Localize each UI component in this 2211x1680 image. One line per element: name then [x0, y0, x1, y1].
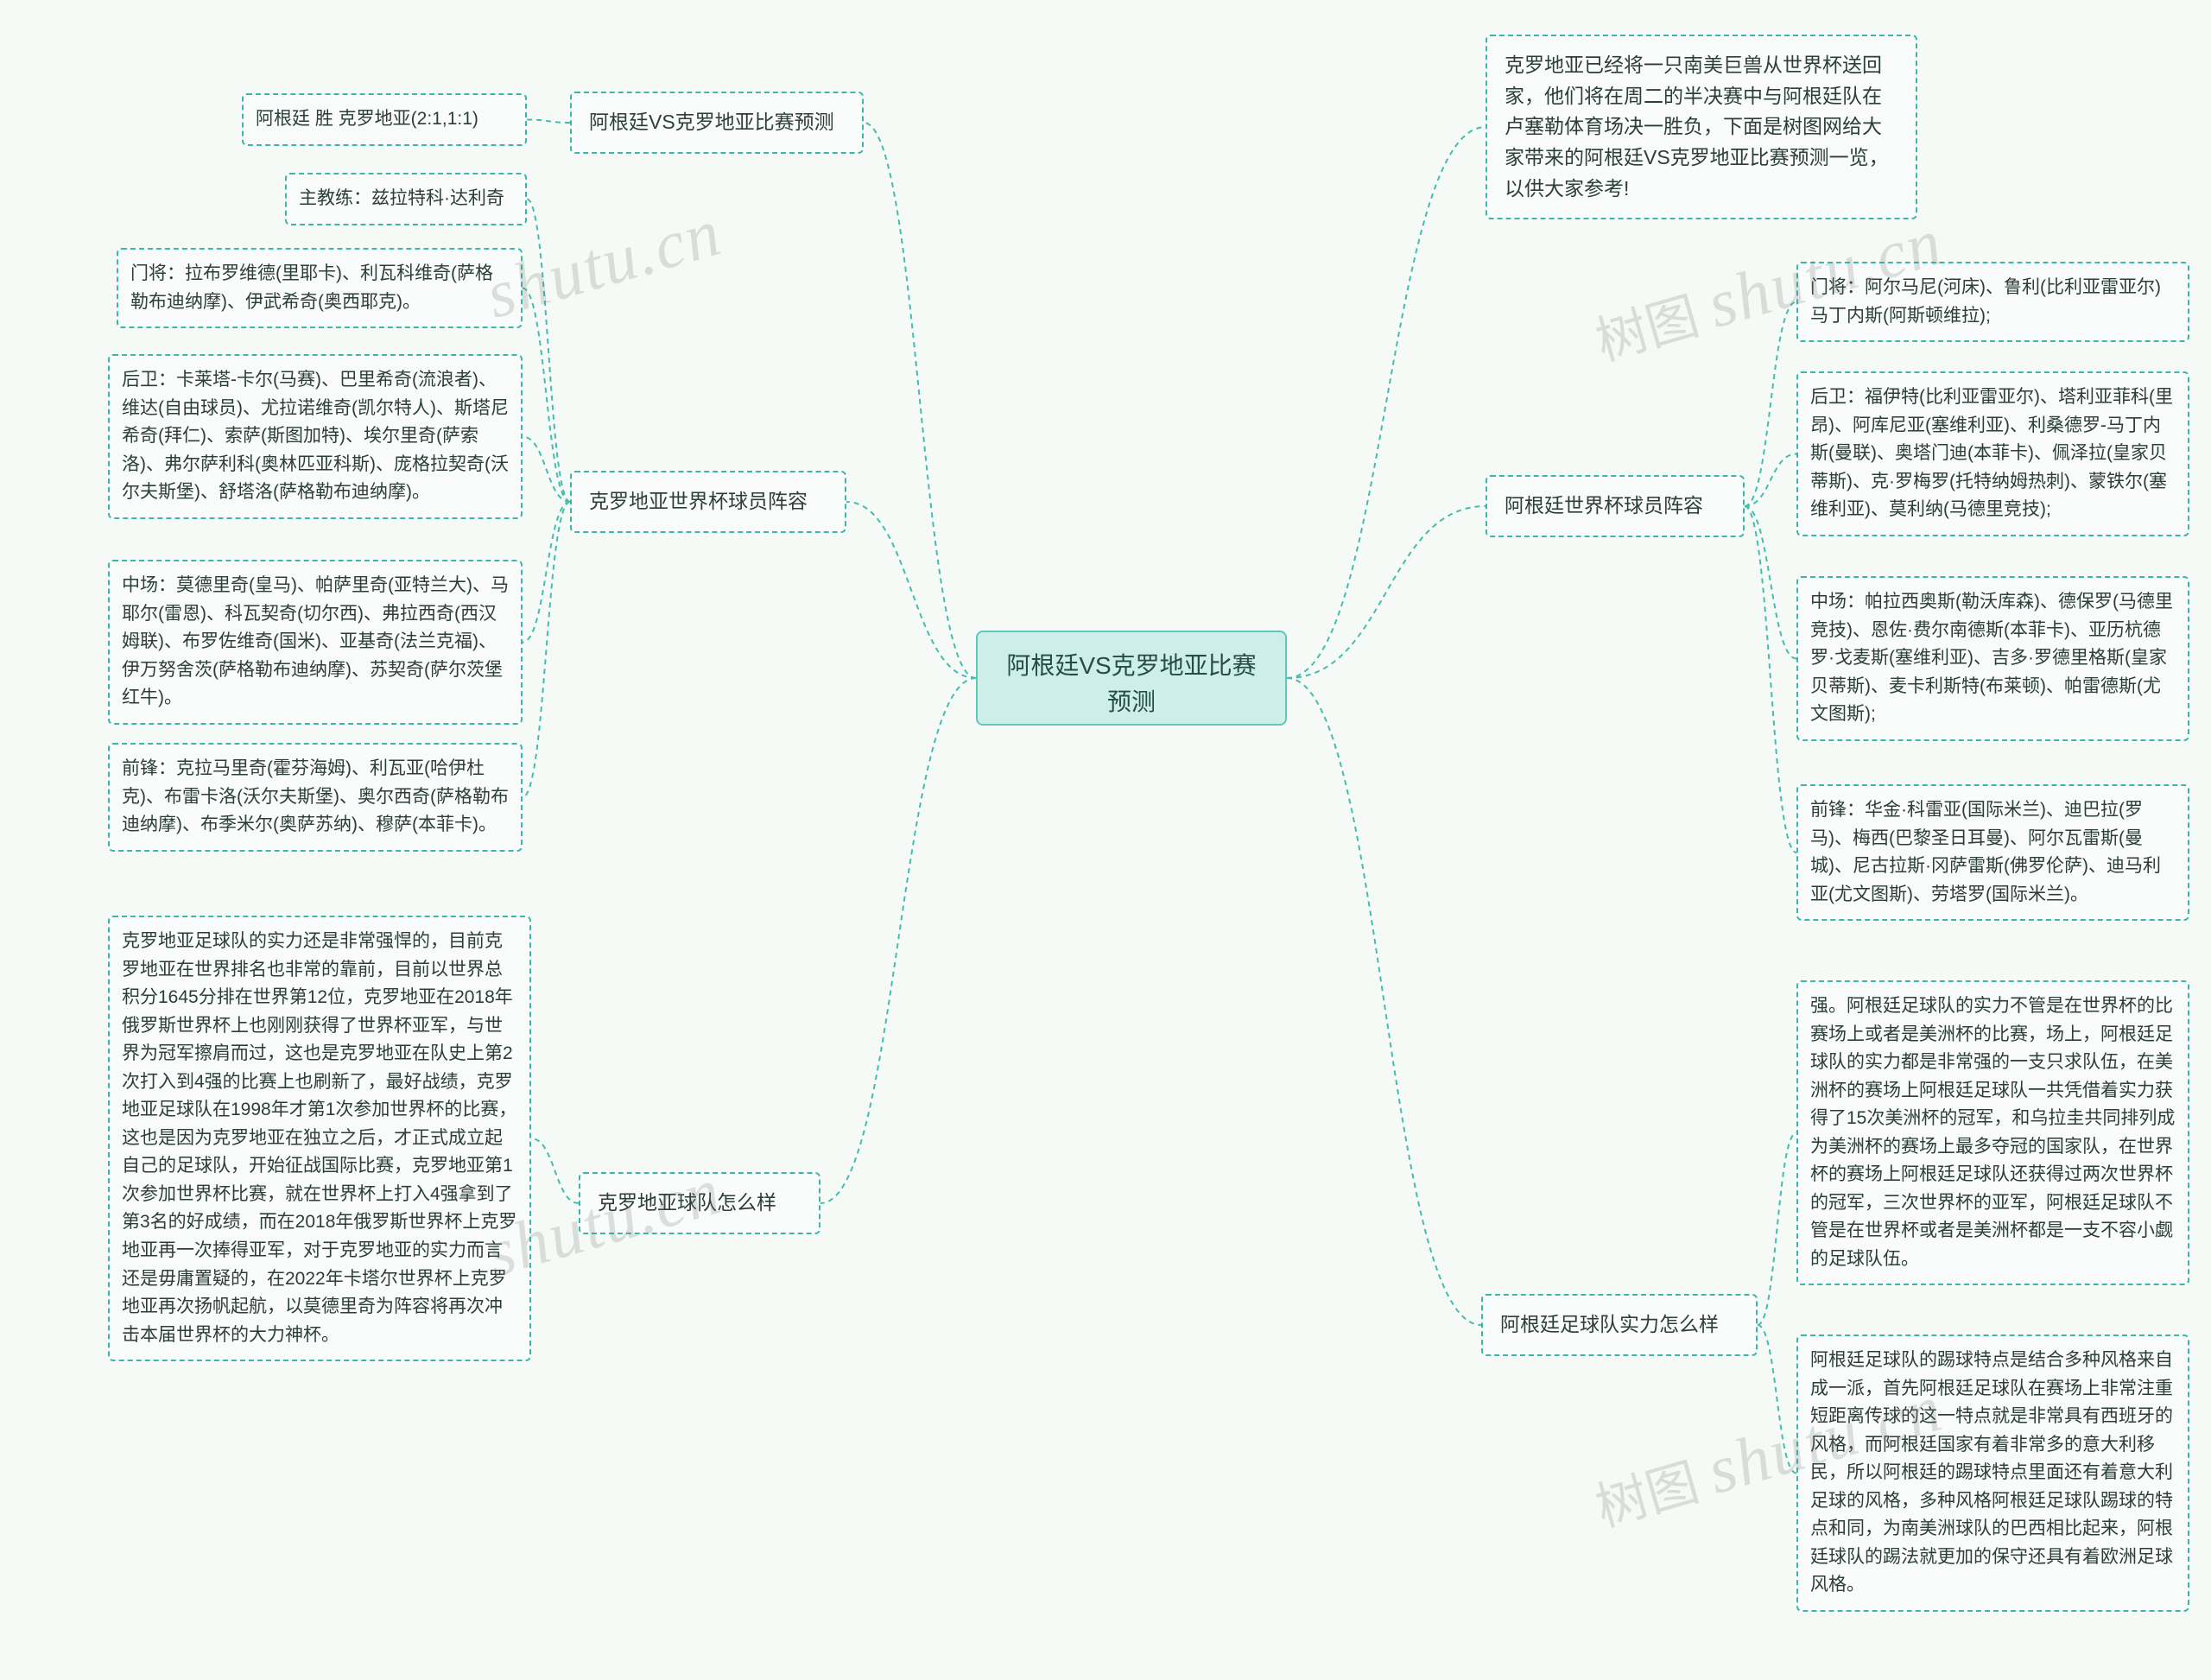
leaf-arg-str1: 强。阿根廷足球队的实力不管是在世界杯的比赛场上或者是美洲杯的比赛，场上，阿根廷足…: [1796, 980, 2189, 1285]
branch-cro-squad: 克罗地亚世界杯球员阵容: [570, 471, 846, 533]
leaf-arg-fw: 前锋：华金·科雷亚(国际米兰)、迪巴拉(罗马)、梅西(巴黎圣日耳曼)、阿尔瓦雷斯…: [1796, 784, 2189, 921]
branch-arg-squad: 阿根廷世界杯球员阵容: [1486, 475, 1745, 537]
leaf-cro-coach: 主教练：兹拉特科·达利奇: [285, 173, 527, 225]
branch-cro-strength-label: 克罗地亚球队怎么样: [598, 1191, 776, 1214]
branch-intro: 克罗地亚已经将一只南美巨兽从世界杯送回家，他们将在周二的半决赛中与阿根廷队在卢塞…: [1486, 35, 1917, 219]
leaf-arg-str1-label: 强。阿根廷足球队的实力不管是在世界杯的比赛场上或者是美洲杯的比赛，场上，阿根廷足…: [1810, 996, 2175, 1269]
leaf-arg-fw-label: 前锋：华金·科雷亚(国际米兰)、迪巴拉(罗马)、梅西(巴黎圣日耳曼)、阿尔瓦雷斯…: [1810, 800, 2161, 904]
branch-prediction-label: 阿根廷VS克罗地亚比赛预测: [589, 111, 834, 133]
leaf-pred-score: 阿根廷 胜 克罗地亚(2:1,1:1): [242, 93, 527, 146]
branch-intro-label: 克罗地亚已经将一只南美巨兽从世界杯送回家，他们将在周二的半决赛中与阿根廷队在卢塞…: [1505, 54, 1889, 200]
leaf-cro-fw: 前锋：克拉马里奇(霍芬海姆)、利瓦亚(哈伊杜克)、布雷卡洛(沃尔夫斯堡)、奥尔西…: [108, 743, 523, 852]
branch-arg-squad-label: 阿根廷世界杯球员阵容: [1505, 494, 1703, 517]
leaf-arg-str2: 阿根廷足球队的踢球特点是结合多种风格来自成一派，首先阿根廷足球队在赛场上非常注重…: [1796, 1334, 2189, 1612]
center-topic: 阿根廷VS克罗地亚比赛预测: [976, 631, 1287, 726]
branch-prediction: 阿根廷VS克罗地亚比赛预测: [570, 92, 864, 154]
branch-arg-strength-label: 阿根廷足球队实力怎么样: [1500, 1313, 1719, 1335]
branch-arg-strength: 阿根廷足球队实力怎么样: [1481, 1294, 1758, 1356]
leaf-cro-str1-label: 克罗地亚足球队的实力还是非常强悍的，目前克罗地亚在世界排名也非常的靠前，目前以世…: [122, 931, 516, 1345]
leaf-arg-df-label: 后卫：福伊特(比利亚雷亚尔)、塔利亚菲科(里昂)、阿库尼亚(塞维利亚)、利桑德罗…: [1810, 387, 2173, 519]
leaf-arg-gk-label: 门将：阿尔马尼(河床)、鲁利(比利亚雷亚尔)马丁内斯(阿斯顿维拉);: [1810, 277, 2161, 326]
leaf-arg-str2-label: 阿根廷足球队的踢球特点是结合多种风格来自成一派，首先阿根廷足球队在赛场上非常注重…: [1810, 1350, 2173, 1594]
leaf-arg-gk: 门将：阿尔马尼(河床)、鲁利(比利亚雷亚尔)马丁内斯(阿斯顿维拉);: [1796, 262, 2189, 342]
leaf-cro-mf: 中场：莫德里奇(皇马)、帕萨里奇(亚特兰大)、马耶尔(雷恩)、科瓦契奇(切尔西)…: [108, 560, 523, 725]
leaf-arg-mf-label: 中场：帕拉西奥斯(勒沃库森)、德保罗(马德里竞技)、恩佐·费尔南德斯(本菲卡)、…: [1810, 592, 2173, 724]
branch-cro-strength: 克罗地亚球队怎么样: [579, 1172, 820, 1234]
leaf-cro-gk: 门将：拉布罗维德(里耶卡)、利瓦科维奇(萨格勒布迪纳摩)、伊武希奇(奥西耶克)。: [117, 248, 523, 328]
leaf-arg-mf: 中场：帕拉西奥斯(勒沃库森)、德保罗(马德里竞技)、恩佐·费尔南德斯(本菲卡)、…: [1796, 576, 2189, 741]
leaf-arg-df: 后卫：福伊特(比利亚雷亚尔)、塔利亚菲科(里昂)、阿库尼亚(塞维利亚)、利桑德罗…: [1796, 371, 2189, 536]
leaf-cro-df-label: 后卫：卡莱塔-卡尔(马赛)、巴里希奇(流浪者)、维达(自由球员)、尤拉诺维奇(凯…: [122, 370, 509, 502]
center-topic-label: 阿根廷VS克罗地亚比赛预测: [1006, 652, 1256, 715]
branch-cro-squad-label: 克罗地亚世界杯球员阵容: [589, 490, 808, 512]
leaf-cro-mf-label: 中场：莫德里奇(皇马)、帕萨里奇(亚特兰大)、马耶尔(雷恩)、科瓦契奇(切尔西)…: [122, 575, 509, 707]
leaf-cro-coach-label: 主教练：兹拉特科·达利奇: [299, 188, 504, 208]
leaf-cro-df: 后卫：卡莱塔-卡尔(马赛)、巴里希奇(流浪者)、维达(自由球员)、尤拉诺维奇(凯…: [108, 354, 523, 519]
leaf-cro-str1: 克罗地亚足球队的实力还是非常强悍的，目前克罗地亚在世界排名也非常的靠前，目前以世…: [108, 916, 531, 1361]
leaf-cro-gk-label: 门将：拉布罗维德(里耶卡)、利瓦科维奇(萨格勒布迪纳摩)、伊武希奇(奥西耶克)。: [130, 263, 493, 312]
leaf-pred-score-label: 阿根廷 胜 克罗地亚(2:1,1:1): [256, 109, 478, 129]
leaf-cro-fw-label: 前锋：克拉马里奇(霍芬海姆)、利瓦亚(哈伊杜克)、布雷卡洛(沃尔夫斯堡)、奥尔西…: [122, 758, 509, 834]
